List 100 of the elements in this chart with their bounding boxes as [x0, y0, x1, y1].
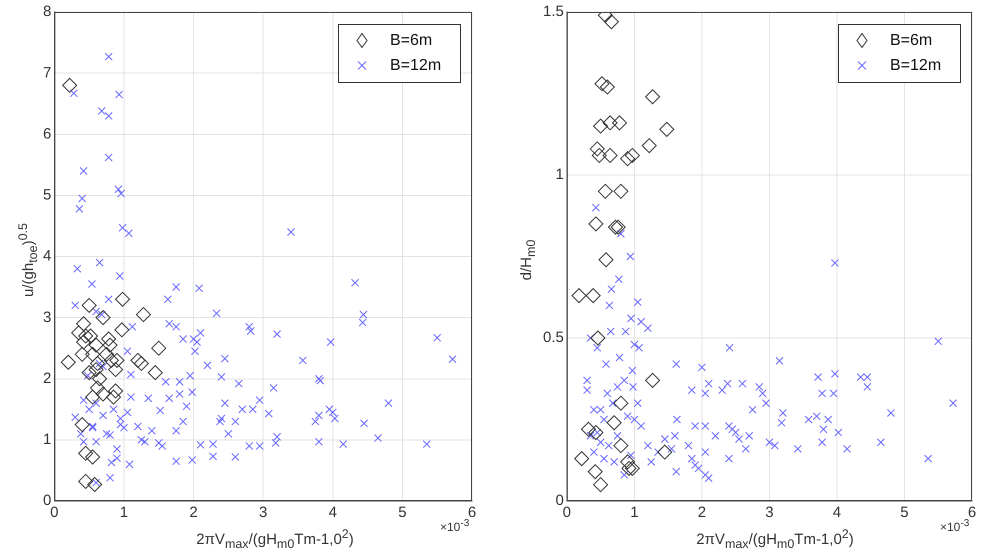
- y-tick-label: 1: [43, 431, 52, 448]
- point: [606, 415, 622, 430]
- point: [574, 451, 590, 466]
- point: [572, 288, 587, 304]
- point: [130, 352, 146, 368]
- point: [87, 476, 102, 492]
- y-tick-label: 7: [43, 64, 52, 82]
- legend-label: B=6m: [890, 32, 932, 49]
- point: [613, 438, 628, 454]
- point: [90, 380, 105, 396]
- point: [613, 184, 628, 199]
- point: [657, 444, 672, 460]
- point: [604, 14, 619, 30]
- x-tick-label: 6: [968, 504, 976, 522]
- x-axis-title: 2πV$_{max}$/(gH$_{m0}$Tm-1,0$^{2}$): [196, 527, 354, 551]
- x-tick-label: 5: [900, 504, 909, 522]
- point: [78, 328, 94, 344]
- point: [608, 220, 623, 235]
- y-tick-label: 1.5: [542, 3, 564, 20]
- point: [83, 328, 98, 344]
- y-tick-label: 8: [43, 3, 52, 20]
- point: [621, 460, 636, 476]
- point: [148, 365, 163, 380]
- point: [620, 151, 636, 166]
- x-tick-label: 2: [189, 504, 198, 522]
- point: [580, 422, 596, 437]
- point: [108, 383, 124, 398]
- point: [598, 184, 613, 199]
- point: [612, 115, 628, 130]
- point: [101, 332, 116, 347]
- point: [99, 346, 114, 362]
- point: [600, 79, 615, 94]
- point: [106, 390, 122, 405]
- point: [151, 340, 166, 356]
- point: [90, 356, 105, 371]
- point: [114, 322, 130, 338]
- x-tick-label: 1: [630, 504, 639, 522]
- y-tick-label: 6: [43, 125, 52, 142]
- point: [590, 141, 605, 156]
- point: [610, 220, 626, 235]
- point: [624, 460, 640, 476]
- point: [590, 330, 606, 346]
- point: [109, 352, 124, 368]
- point: [104, 352, 119, 368]
- point: [74, 346, 90, 362]
- point: [620, 454, 636, 470]
- point: [588, 216, 604, 232]
- point: [594, 76, 610, 92]
- point: [588, 464, 603, 480]
- point: [71, 325, 86, 340]
- y-tick-label: 0.5: [542, 329, 564, 346]
- point: [74, 417, 90, 432]
- legend-label: B=6m: [390, 32, 432, 49]
- point: [624, 148, 640, 163]
- point: [62, 78, 78, 93]
- point: [76, 334, 92, 350]
- point: [115, 292, 130, 307]
- point: [60, 354, 76, 370]
- point: [593, 118, 608, 134]
- point: [78, 446, 94, 461]
- point: [78, 474, 94, 489]
- y-tick-label: 0: [556, 492, 564, 510]
- y-tick-label: 1: [556, 166, 564, 184]
- point: [76, 316, 92, 332]
- x-axis-title: 2πV$_{max}$/(gH$_{m0}$Tm-1,0$^{2}$): [696, 527, 854, 551]
- point: [602, 115, 618, 130]
- point: [593, 477, 608, 492]
- y-tick-label: 3: [43, 308, 52, 326]
- point: [92, 371, 108, 386]
- legend-label: B=12m: [890, 56, 942, 74]
- point: [134, 356, 149, 371]
- point: [102, 338, 118, 353]
- point: [82, 298, 97, 313]
- point: [645, 372, 660, 388]
- point: [602, 148, 618, 163]
- x-tick-label: 3: [765, 504, 774, 522]
- x-tick-label: 3: [259, 504, 268, 522]
- point: [645, 89, 660, 104]
- x-tick-label: 1: [120, 504, 128, 522]
- point: [85, 346, 100, 362]
- y-tick-label: 0: [43, 492, 52, 510]
- point: [586, 288, 601, 304]
- point: [588, 425, 604, 440]
- point: [592, 148, 607, 163]
- x-tick-label: 4: [328, 504, 337, 522]
- y-tick-label: 4: [43, 248, 52, 265]
- x-tick-label: 5: [398, 504, 407, 522]
- point: [108, 362, 124, 378]
- point: [136, 307, 151, 322]
- point: [659, 122, 674, 137]
- x-tick-label: 4: [832, 504, 842, 522]
- point: [85, 390, 100, 405]
- point: [96, 310, 111, 326]
- text: ×10$^{-3}$: [940, 518, 970, 534]
- point: [598, 252, 614, 268]
- legend-label: B=12m: [390, 56, 442, 74]
- point: [613, 396, 628, 411]
- x-tick-label: 2: [698, 504, 706, 522]
- x-tick-label: 6: [468, 504, 476, 522]
- point: [85, 449, 100, 464]
